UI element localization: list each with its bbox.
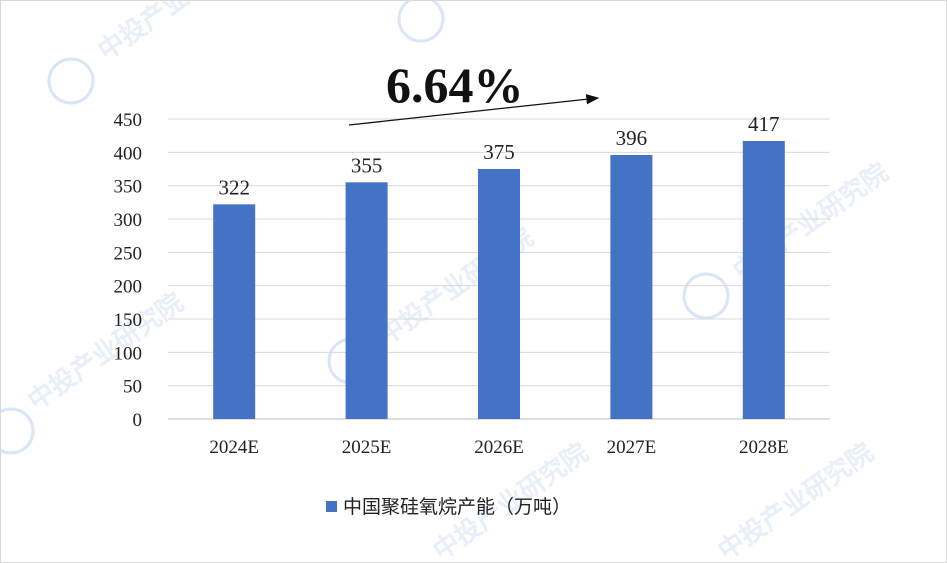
data-label: 355	[351, 153, 383, 177]
y-tick-label: 150	[114, 310, 143, 331]
bar	[610, 155, 653, 419]
x-axis: 2024E 2025E 2026E 2027E 2028E	[209, 437, 788, 458]
bar	[478, 169, 520, 419]
y-tick-label: 450	[114, 110, 143, 131]
bar-series	[213, 141, 785, 419]
trend-arrow	[348, 94, 600, 126]
x-tick-label: 2025E	[342, 437, 392, 458]
bar	[213, 204, 256, 419]
y-tick-label: 50	[123, 377, 142, 398]
watermark-text: 中投产业研究院	[22, 287, 189, 417]
legend: 中国聚硅氧烷产能（万吨）	[326, 496, 571, 518]
y-tick-label: 100	[114, 343, 143, 364]
watermark-text: 中投产业研究院	[92, 1, 259, 67]
data-label: 417	[748, 112, 780, 136]
data-labels: 322 355 375 396 417	[218, 112, 779, 199]
y-tick-label: 250	[114, 243, 143, 264]
y-tick-label: 200	[114, 277, 143, 298]
bar	[345, 182, 388, 419]
legend-swatch	[326, 501, 337, 512]
data-label: 396	[616, 126, 648, 150]
watermark-logo-icon	[682, 272, 730, 320]
y-tick-label: 400	[114, 143, 143, 164]
legend-label: 中国聚硅氧烷产能（万吨）	[343, 496, 571, 518]
x-tick-label: 2027E	[607, 437, 657, 458]
data-label: 322	[218, 175, 250, 199]
cagr-annotation: 6.64%	[386, 57, 524, 113]
watermark-logo-icon	[47, 57, 95, 105]
watermark-logo-icon	[397, 1, 445, 43]
y-tick-label: 0	[133, 410, 143, 431]
watermark-logo-icon	[1, 407, 35, 455]
y-tick-label: 300	[114, 210, 143, 231]
y-tick-label: 350	[114, 177, 143, 198]
watermark-text: 中投产业研究院	[712, 437, 879, 562]
x-tick-label: 2026E	[474, 437, 524, 458]
y-axis: 0 50 100 150 200 250 300 350 400 450	[114, 110, 143, 431]
bar	[742, 141, 785, 419]
x-tick-label: 2024E	[209, 437, 259, 458]
data-label: 375	[483, 140, 515, 164]
x-tick-label: 2028E	[739, 437, 789, 458]
